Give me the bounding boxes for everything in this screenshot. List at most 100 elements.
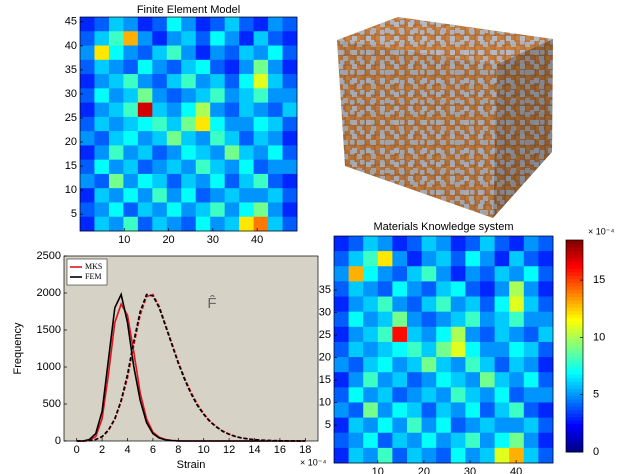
heatmap-cell — [349, 418, 364, 434]
heatmap-cell — [422, 266, 437, 282]
heatmap-cell — [181, 202, 196, 217]
colorbar-step — [566, 353, 583, 357]
heatmap-cell — [538, 297, 553, 313]
heatmap-cell — [239, 74, 254, 89]
heatmap-cell — [480, 281, 495, 297]
heatmap-cell — [196, 174, 211, 189]
heatmap-cell — [392, 281, 407, 297]
heatmap-cell — [283, 160, 298, 175]
colorbar-step — [566, 261, 583, 265]
heatmap-cell — [181, 74, 196, 89]
heatmap-cell — [436, 251, 451, 267]
heatmap-cell — [268, 74, 283, 89]
heatmap-cell — [524, 236, 539, 252]
heatmap-cell — [465, 402, 480, 418]
heatmap-cell — [80, 160, 95, 175]
heatmap-cell — [283, 17, 298, 32]
colorbar-step — [566, 388, 583, 392]
heatmap-cell — [509, 266, 524, 282]
heatmap-cell — [254, 217, 269, 232]
heatmap-cell — [239, 31, 254, 46]
heatmap-cell — [524, 418, 539, 434]
heatmap-cell — [392, 387, 407, 403]
heatmap-cell — [436, 281, 451, 297]
y-tick-label: 45 — [65, 16, 77, 28]
heatmap-cell — [451, 448, 466, 464]
heatmap-cell — [167, 60, 182, 75]
heatmap-cell — [378, 312, 393, 328]
heatmap-cell — [436, 402, 451, 418]
heatmap-cell — [538, 357, 553, 373]
x-tick-label: 20 — [162, 234, 174, 246]
heatmap-cell — [254, 17, 269, 32]
heatmap-cell — [480, 372, 495, 388]
heatmap-cell — [422, 418, 437, 434]
heatmap-cell — [363, 433, 378, 449]
heatmap-cell — [392, 372, 407, 388]
heatmap-cell — [196, 60, 211, 75]
heatmap-cell — [538, 281, 553, 297]
heatmap-cell — [225, 202, 240, 217]
colorbar-step — [566, 441, 583, 445]
heatmap-cell — [109, 145, 124, 160]
heatmap-cell — [283, 74, 298, 89]
x-tick-label: 10 — [198, 444, 210, 456]
heatmap-cell — [509, 418, 524, 434]
heatmap-cell — [495, 236, 510, 252]
heatmap-cell — [480, 266, 495, 282]
heatmap-cell — [152, 217, 167, 232]
colorbar-step — [566, 321, 583, 325]
heatmap-cell — [152, 145, 167, 160]
heatmap-cell — [210, 174, 225, 189]
heatmap-cell — [349, 312, 364, 328]
colorbar-step — [566, 417, 583, 421]
colorbar-step — [566, 244, 583, 248]
heatmap-cell — [210, 145, 225, 160]
colorbar-step — [566, 318, 583, 322]
heatmap-cell — [334, 236, 349, 252]
heatmap-cell — [465, 418, 480, 434]
heatmap-cell — [196, 74, 211, 89]
heatmap-cell — [196, 117, 211, 132]
y-tick-label: 25 — [65, 112, 77, 124]
heatmap-cell — [422, 236, 437, 252]
heatmap-cell — [349, 448, 364, 464]
heatmap-cell — [349, 236, 364, 252]
heatmap-cell — [152, 60, 167, 75]
x-tick-label: 0 — [74, 444, 80, 456]
y-tick-label: 15 — [319, 374, 331, 386]
heatmap-cell — [538, 327, 553, 343]
colorbar-step — [566, 268, 583, 272]
heatmap-cell — [239, 174, 254, 189]
heatmap-cell — [268, 46, 283, 61]
heatmap-cell — [495, 433, 510, 449]
heatmap-cell — [283, 117, 298, 132]
y-tick-label: 20 — [65, 136, 77, 148]
heatmap-cell — [283, 31, 298, 46]
y-tick-label: 10 — [319, 397, 331, 409]
heatmap-cell — [480, 236, 495, 252]
heatmap-cell — [436, 387, 451, 403]
heatmap-cell — [363, 312, 378, 328]
heatmap-cell — [254, 188, 269, 203]
y-tick-label: 20 — [319, 352, 331, 364]
heatmap-cell — [196, 217, 211, 232]
heatmap-cell — [167, 117, 182, 132]
heatmap-cell — [268, 174, 283, 189]
x-axis-label: Strain — [177, 459, 206, 471]
heatmap-cell — [363, 297, 378, 313]
heatmap-cell — [109, 217, 124, 232]
heatmap-cell — [80, 131, 95, 146]
heatmap-cell — [349, 433, 364, 449]
heatmap-cell — [509, 372, 524, 388]
heatmap-cell — [451, 418, 466, 434]
colorbar-step — [566, 424, 583, 428]
heatmap-cell — [378, 418, 393, 434]
heatmap-cell — [538, 312, 553, 328]
heatmap-cell — [283, 103, 298, 118]
heatmap-cell — [465, 251, 480, 267]
heatmap-cell — [465, 236, 480, 252]
heatmap-cell — [254, 131, 269, 146]
heatmap-cell — [167, 17, 182, 32]
x-tick-label: 40 — [251, 234, 263, 246]
